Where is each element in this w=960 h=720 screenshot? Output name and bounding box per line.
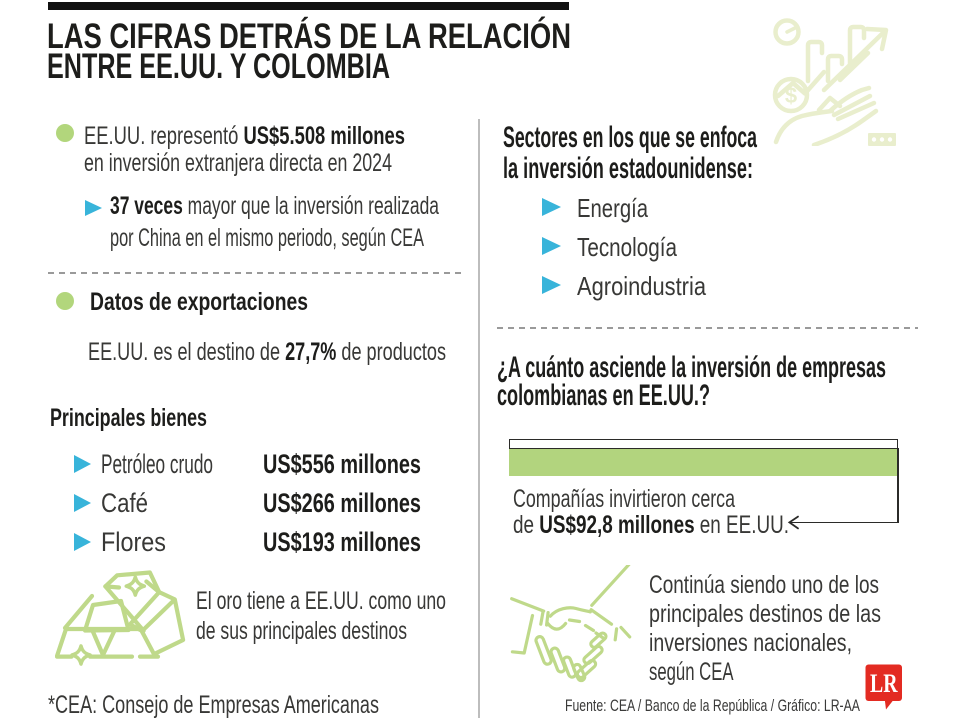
svg-text:$: $ [785, 83, 797, 108]
svg-text:LR: LR [870, 669, 898, 698]
